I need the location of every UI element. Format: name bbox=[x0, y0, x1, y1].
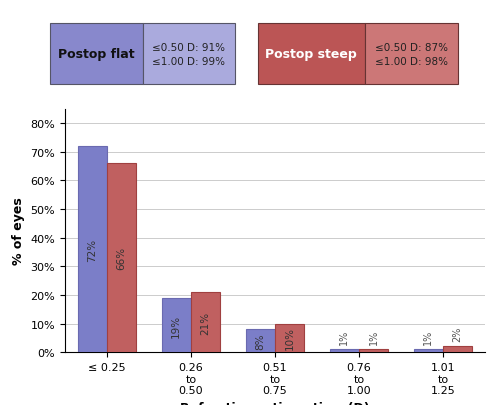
Text: 1%: 1% bbox=[424, 329, 434, 344]
Text: ≤0.50 D: 87%
≤1.00 D: 98%: ≤0.50 D: 87% ≤1.00 D: 98% bbox=[375, 43, 448, 67]
Bar bbox=[191, 292, 220, 352]
Text: Postop flat: Postop flat bbox=[58, 48, 134, 61]
Bar bbox=[107, 164, 136, 352]
Bar bbox=[246, 330, 275, 352]
X-axis label: Refractive astigmatism (D): Refractive astigmatism (D) bbox=[180, 401, 370, 405]
Text: 2%: 2% bbox=[452, 326, 462, 341]
Bar bbox=[443, 347, 472, 352]
Text: Postop steep: Postop steep bbox=[266, 48, 357, 61]
Bar bbox=[162, 298, 191, 352]
Y-axis label: % of eyes: % of eyes bbox=[12, 197, 25, 264]
Text: ≤0.50 D: 91%
≤1.00 D: 99%: ≤0.50 D: 91% ≤1.00 D: 99% bbox=[152, 43, 226, 67]
Text: 1%: 1% bbox=[368, 329, 378, 344]
Bar bbox=[414, 350, 443, 352]
Text: 1%: 1% bbox=[340, 329, 349, 344]
Bar bbox=[359, 350, 388, 352]
Bar bbox=[330, 350, 359, 352]
Text: 19%: 19% bbox=[172, 313, 181, 337]
Bar bbox=[275, 324, 304, 352]
Text: 66%: 66% bbox=[116, 247, 126, 270]
Text: 72%: 72% bbox=[88, 238, 98, 261]
Text: 8%: 8% bbox=[256, 333, 266, 349]
Bar bbox=[78, 147, 107, 352]
Text: 21%: 21% bbox=[200, 311, 210, 334]
Text: 10%: 10% bbox=[284, 326, 294, 350]
